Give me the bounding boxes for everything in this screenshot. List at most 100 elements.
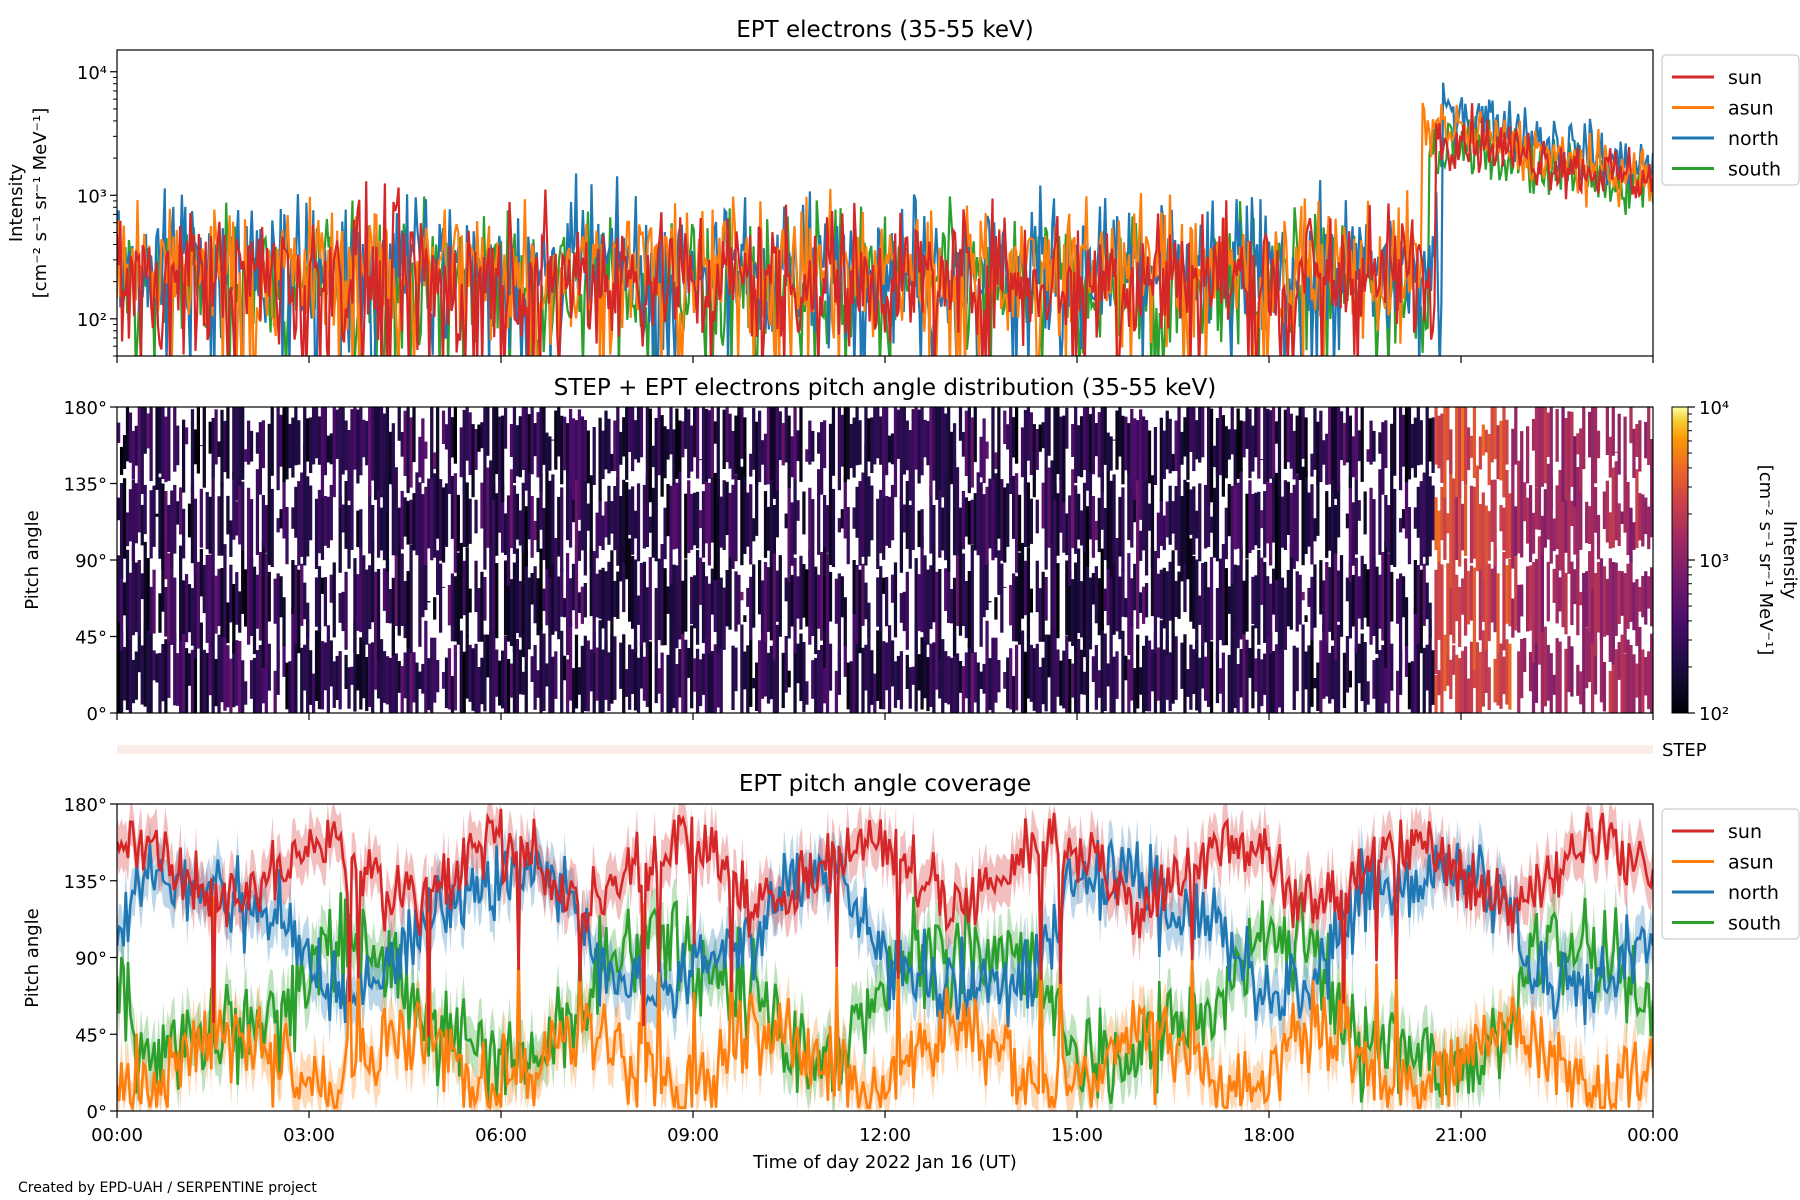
pad-cell (1174, 580, 1178, 617)
pad-cell (684, 407, 688, 449)
pad-cell (1183, 417, 1187, 457)
pad-cell (1404, 643, 1409, 677)
pad-cell (1638, 586, 1642, 612)
pad-cell (1150, 475, 1155, 568)
pad-cell (1638, 420, 1642, 472)
pad-cell (1263, 653, 1267, 695)
pad-cell (1546, 644, 1550, 701)
pad-cell (1171, 453, 1175, 472)
pad-cell (1576, 664, 1580, 696)
pad-cell (190, 649, 195, 713)
pad-cell (589, 649, 593, 692)
pad-cell (134, 483, 138, 544)
pad-cell (255, 469, 260, 555)
pad-cell (882, 407, 886, 498)
pad-cell (725, 407, 729, 463)
pad-cell (371, 505, 375, 552)
pad-cell (1215, 418, 1220, 477)
pad-cell (1484, 644, 1488, 693)
pad-cell (1608, 512, 1612, 549)
pad-cell (976, 662, 980, 713)
pad-cell (563, 598, 567, 618)
pad-cell (1118, 407, 1122, 457)
pad-cell (775, 407, 779, 491)
pad-cell (1463, 469, 1468, 556)
pad-cell (314, 498, 319, 569)
pad-cell (1192, 407, 1196, 472)
pad-cell (982, 418, 986, 484)
pad-cell (1593, 638, 1598, 695)
intensity-ylabel: Intensity [cm⁻² s⁻¹ sr⁻¹ MeV⁻¹] (6, 108, 51, 299)
pad-cell (1026, 547, 1031, 638)
pad-cell (255, 650, 260, 713)
pad-cell (571, 418, 576, 500)
pad-cell (453, 407, 457, 464)
legend-label-south: south (1728, 913, 1781, 935)
pad-cell (557, 576, 561, 640)
pad-cell (179, 633, 183, 713)
pad-cell (1416, 407, 1420, 466)
pad-cell (636, 595, 641, 625)
pad-cell (1611, 407, 1615, 456)
pad-cell (1345, 407, 1350, 463)
pad-cell (282, 476, 286, 539)
pad-cell (1458, 658, 1462, 713)
pad-cell (941, 639, 945, 713)
pad-cell (1136, 455, 1140, 563)
pad-cell (246, 550, 251, 645)
pad-cell (403, 497, 407, 537)
pad-cell (1257, 491, 1261, 549)
pad-cell (1192, 486, 1196, 555)
pad-cell (1348, 561, 1352, 639)
pad-cell (226, 645, 230, 708)
pad-cell (787, 670, 791, 688)
pad-cell (991, 637, 995, 713)
coverage-line-sun (117, 808, 1653, 1037)
pad-cell (1153, 551, 1158, 654)
pad-cell (1077, 493, 1081, 540)
pad-cell (1398, 573, 1403, 667)
pad-cell (1543, 407, 1547, 484)
pad-cell (707, 410, 712, 479)
pad-cell (173, 407, 177, 472)
pad-cell (551, 474, 555, 565)
pad-cell (1401, 509, 1406, 529)
pad-cell (766, 506, 771, 551)
pad-cell (323, 407, 328, 476)
pad-cell (952, 577, 957, 656)
pad-cell (1540, 515, 1544, 556)
pad-cell (1440, 413, 1444, 483)
pad-cell (1579, 671, 1583, 705)
pad-cell (117, 555, 121, 623)
pad-cell (170, 546, 174, 645)
pad-cell (574, 546, 579, 629)
pad-cell (238, 479, 242, 545)
pad-cell (1121, 487, 1125, 572)
pad-cell (459, 427, 463, 478)
pad-cell (1162, 567, 1166, 629)
pad-cell (811, 499, 815, 566)
pad-cell (1487, 667, 1491, 711)
pad-cell (1629, 507, 1633, 563)
pad-cell (681, 580, 685, 635)
pad-cell (317, 489, 322, 554)
pad-cell (890, 484, 895, 541)
pad-cell (187, 653, 192, 686)
pad-cell (1053, 484, 1057, 568)
pad-cell (896, 655, 901, 700)
pad-cell (1461, 503, 1465, 551)
pad-cell (899, 496, 904, 573)
pad-cell (382, 472, 387, 561)
pad-cell (583, 635, 587, 712)
pad-cell (1094, 520, 1098, 541)
pad-cell (1130, 621, 1134, 701)
pad-cell (970, 417, 974, 488)
pad-cell (152, 569, 156, 634)
pad-cell (1475, 465, 1480, 572)
pad-cell (1644, 421, 1648, 459)
pad-cell (1047, 634, 1051, 678)
pad-cell (1006, 657, 1010, 709)
pad-cell (772, 505, 776, 554)
pad-cell (1221, 544, 1225, 646)
pad-cell (622, 479, 626, 564)
